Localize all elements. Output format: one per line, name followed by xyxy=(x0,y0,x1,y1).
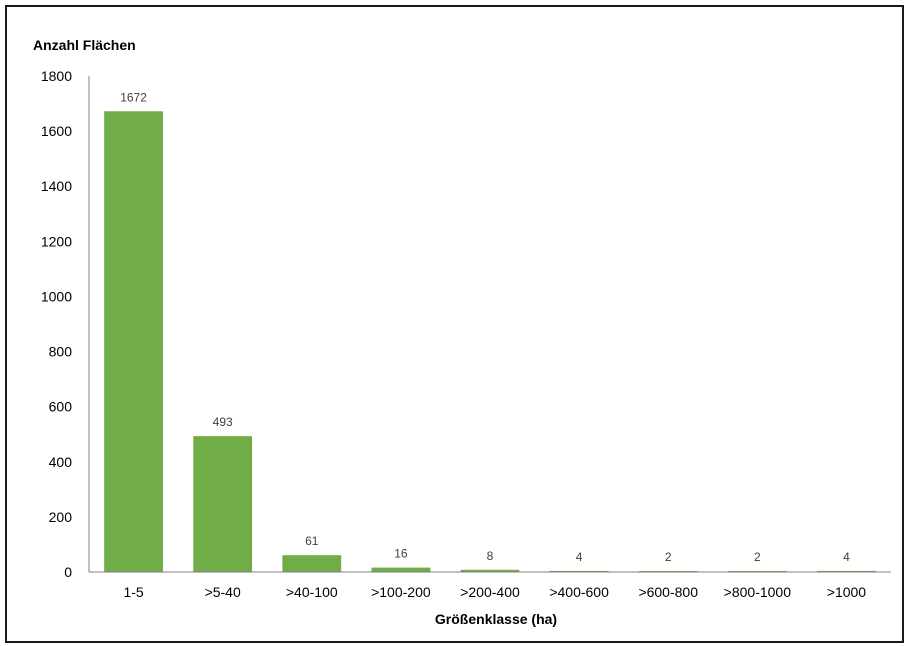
y-tick-label: 1600 xyxy=(41,123,72,139)
y-tick-label: 1800 xyxy=(41,68,72,84)
y-tick-label: 600 xyxy=(49,399,73,415)
bar xyxy=(817,570,876,572)
data-label: 4 xyxy=(576,550,583,564)
x-tick-label: >1000 xyxy=(827,584,867,600)
x-tick-label: >400-600 xyxy=(549,584,609,600)
x-tick-label: >800-1000 xyxy=(724,584,792,600)
bars xyxy=(104,111,876,572)
x-tick-label: >5-40 xyxy=(205,584,241,600)
data-label: 2 xyxy=(665,550,672,564)
x-axis-title: Größenklasse (ha) xyxy=(435,611,557,627)
data-label: 4 xyxy=(843,550,850,564)
x-tick-label: 1-5 xyxy=(123,584,143,600)
data-label: 2 xyxy=(754,550,761,564)
y-tick-label: 1000 xyxy=(41,288,72,304)
x-tick-label: >200-400 xyxy=(460,584,520,600)
y-tick-label: 400 xyxy=(49,454,73,470)
y-tick-label: 0 xyxy=(64,564,72,580)
x-tick-label: >600-800 xyxy=(638,584,698,600)
y-axis-ticks: 0 200 400 600 800 1000 1200 1400 1600 1800 xyxy=(41,68,72,580)
bar xyxy=(371,567,431,572)
data-label: 8 xyxy=(487,549,494,563)
bar xyxy=(193,436,253,572)
data-label: 493 xyxy=(213,415,233,429)
y-tick-label: 800 xyxy=(49,344,73,360)
x-axis-ticks: 1-5 >5-40 >40-100 >100-200 >200-400 >400-600 >… xyxy=(123,584,866,600)
x-tick-label: >40-100 xyxy=(286,584,338,600)
y-tick-label: 200 xyxy=(49,509,73,525)
data-label: 61 xyxy=(305,534,319,548)
y-axis-title: Anzahl Flächen xyxy=(33,37,136,53)
x-tick-label: >100-200 xyxy=(371,584,431,600)
y-tick-label: 1200 xyxy=(41,233,72,249)
y-tick-label: 1400 xyxy=(41,178,72,194)
data-label: 1672 xyxy=(120,90,147,104)
bar xyxy=(460,569,520,572)
bar xyxy=(549,570,609,572)
bar xyxy=(282,555,342,572)
data-labels: 1672 493 61 16 8 4 2 2 4 xyxy=(120,90,850,564)
bar xyxy=(104,111,163,572)
data-label: 16 xyxy=(394,547,408,561)
